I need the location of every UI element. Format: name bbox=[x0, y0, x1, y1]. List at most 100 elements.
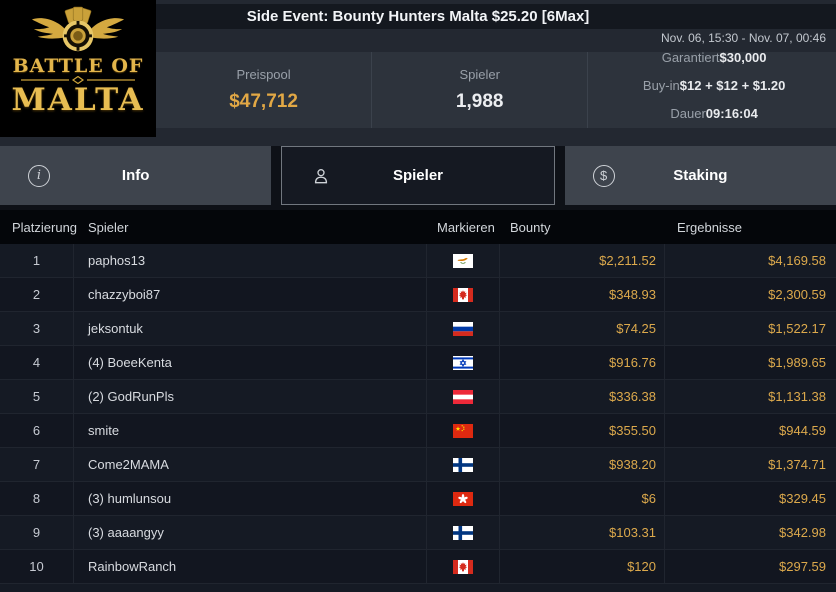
table-row[interactable]: 8 (3) humlunsou $6 $329.45 bbox=[0, 482, 836, 516]
bounty-value: $336.38 bbox=[500, 380, 665, 413]
player-name: jeksontuk bbox=[74, 312, 427, 345]
table-row[interactable]: 2 chazzyboi87 $348.93 $2,300.59 bbox=[0, 278, 836, 312]
tab-staking-label: Staking bbox=[673, 167, 728, 184]
stat-details: Garantiert $30,000 Buy-in $12 + $12 + $1… bbox=[588, 50, 836, 128]
player-name: RainbowRanch bbox=[74, 550, 427, 583]
tab-info[interactable]: i Info bbox=[0, 146, 272, 205]
column-header-platzierung: Platzierung bbox=[12, 219, 78, 235]
person-icon bbox=[310, 165, 332, 187]
bounty-value: $103.31 bbox=[500, 516, 665, 549]
winged-chip-icon bbox=[31, 6, 125, 52]
flag-cyprus-icon bbox=[453, 253, 473, 268]
result-value: $2,300.59 bbox=[768, 287, 826, 302]
rank-cell: 8 bbox=[0, 482, 74, 515]
result-value: $297.59 bbox=[779, 559, 826, 574]
bounty-value: $120 bbox=[500, 550, 665, 583]
flag-hongkong-icon bbox=[453, 491, 473, 506]
table-body: 1 paphos13 $2,211.52 $4,169.58 2 chazzyboi87 $… bbox=[0, 244, 836, 592]
table-row[interactable]: 3 jeksontuk $74.25 $1,522.17 bbox=[0, 312, 836, 346]
bounty-value: $355.50 bbox=[500, 414, 665, 447]
rank-cell: 10 bbox=[0, 550, 74, 583]
bounty-value: $348.93 bbox=[500, 278, 665, 311]
bounty-value: $74.25 bbox=[500, 312, 665, 345]
header-right: Nov. 06, 15:30 - Nov. 07, 00:46 Preispoo… bbox=[156, 0, 836, 128]
bounty-value: $6 bbox=[500, 482, 665, 515]
tab-bar: i Info Spieler $ Staking bbox=[0, 146, 836, 205]
table-row[interactable]: 4 (4) BoeeKenta $916.76 $1,989.65 bbox=[0, 346, 836, 380]
duration-label: Dauer bbox=[670, 106, 706, 121]
rank-cell: 2 bbox=[0, 278, 74, 311]
rank-cell: 7 bbox=[0, 448, 74, 481]
flag-china-icon bbox=[453, 423, 473, 438]
battle-of-malta-logo: BATTLE OF MALTA bbox=[0, 0, 156, 137]
results-table: Platzierung Spieler Markieren Bounty Erg… bbox=[0, 210, 836, 592]
detail-guaranteed: Garantiert $30,000 bbox=[662, 48, 767, 76]
table-row[interactable]: 5 (2) GodRunPls $336.38 $1,131.38 bbox=[0, 380, 836, 414]
guaranteed-value: $30,000 bbox=[719, 50, 767, 65]
players-label: Spieler bbox=[459, 67, 500, 82]
tab-info-label: Info bbox=[121, 167, 150, 184]
rank-cell: 3 bbox=[0, 312, 74, 345]
table-row[interactable]: 7 Come2MAMA $938.20 $1,374.71 bbox=[0, 448, 836, 482]
date-range: Nov. 06, 15:30 - Nov. 07, 00:46 bbox=[661, 31, 826, 45]
player-name: (3) aaaangyy bbox=[74, 516, 427, 549]
player-name: (4) BoeeKenta bbox=[74, 346, 427, 379]
result-value: $4,169.58 bbox=[768, 253, 826, 268]
player-name: Come2MAMA bbox=[74, 448, 427, 481]
rank-cell: 9 bbox=[0, 516, 74, 549]
result-value: $1,522.17 bbox=[768, 321, 826, 336]
column-header-bounty: Bounty bbox=[510, 219, 551, 235]
table-row-partial bbox=[0, 584, 836, 592]
table-row[interactable]: 1 paphos13 $2,211.52 $4,169.58 bbox=[0, 244, 836, 278]
buyin-value: $12 + $12 + $1.20 bbox=[679, 78, 786, 93]
result-value: $1,989.65 bbox=[768, 355, 826, 370]
dollar-icon: $ bbox=[592, 164, 615, 187]
info-icon: i bbox=[28, 164, 50, 187]
column-header-markieren: Markieren bbox=[437, 219, 495, 235]
result-value: $1,131.38 bbox=[768, 389, 826, 404]
table-row[interactable]: 6 smite $355.50 $944.59 bbox=[0, 414, 836, 448]
detail-buyin: Buy-in $12 + $12 + $1.20 bbox=[643, 76, 785, 104]
bounty-value: $938.20 bbox=[500, 448, 665, 481]
bounty-value: $2,211.52 bbox=[500, 244, 665, 277]
stats-panel: Preispool $47,712 Spieler 1,988 Garantie… bbox=[156, 50, 836, 128]
rank-cell: 1 bbox=[0, 244, 74, 277]
tab-staking[interactable]: $ Staking bbox=[564, 146, 836, 205]
stat-prizepool: Preispool $47,712 bbox=[156, 52, 373, 128]
players-value: 1,988 bbox=[455, 91, 504, 112]
player-name: paphos13 bbox=[74, 244, 427, 277]
result-value: $329.45 bbox=[779, 491, 826, 506]
buyin-label: Buy-in bbox=[642, 78, 680, 93]
column-header-spieler: Spieler bbox=[88, 219, 129, 235]
tab-spieler[interactable]: Spieler bbox=[281, 146, 555, 205]
player-name: smite bbox=[74, 414, 427, 447]
detail-duration: Dauer 09:16:04 bbox=[670, 104, 757, 132]
table-row[interactable]: 10 RainbowRanch $120 $297.59 bbox=[0, 550, 836, 584]
table-header: Platzierung Spieler Markieren Bounty Erg… bbox=[0, 210, 836, 244]
guaranteed-label: Garantiert bbox=[661, 50, 720, 65]
flag-finland-icon bbox=[453, 457, 473, 472]
flag-russia-icon bbox=[453, 321, 473, 336]
logo-text-line1: BATTLE OF bbox=[12, 55, 144, 77]
flag-canada-icon bbox=[453, 287, 473, 302]
result-value: $944.59 bbox=[779, 423, 826, 438]
flag-canada-icon bbox=[453, 559, 473, 574]
column-header-ergebnisse: Ergebnisse bbox=[677, 219, 743, 235]
bounty-value: $916.76 bbox=[500, 346, 665, 379]
logo-divider bbox=[21, 76, 135, 84]
table-row[interactable]: 9 (3) aaaangyy $103.31 $342.98 bbox=[0, 516, 836, 550]
flag-finland-icon bbox=[453, 525, 473, 540]
rank-cell: 6 bbox=[0, 414, 74, 447]
flag-austria-icon bbox=[453, 389, 473, 404]
flag-israel-icon bbox=[453, 355, 473, 370]
stat-players: Spieler 1,988 bbox=[372, 52, 589, 128]
player-name: (3) humlunsou bbox=[74, 482, 427, 515]
tab-spieler-label: Spieler bbox=[392, 167, 443, 184]
rank-cell: 4 bbox=[0, 346, 74, 379]
logo-text-line2: MALTA bbox=[11, 82, 145, 118]
player-name: (2) GodRunPls bbox=[74, 380, 427, 413]
result-value: $342.98 bbox=[779, 525, 826, 540]
header: Side Event: Bounty Hunters Malta $25.20 … bbox=[0, 0, 836, 146]
result-value: $1,374.71 bbox=[768, 457, 826, 472]
